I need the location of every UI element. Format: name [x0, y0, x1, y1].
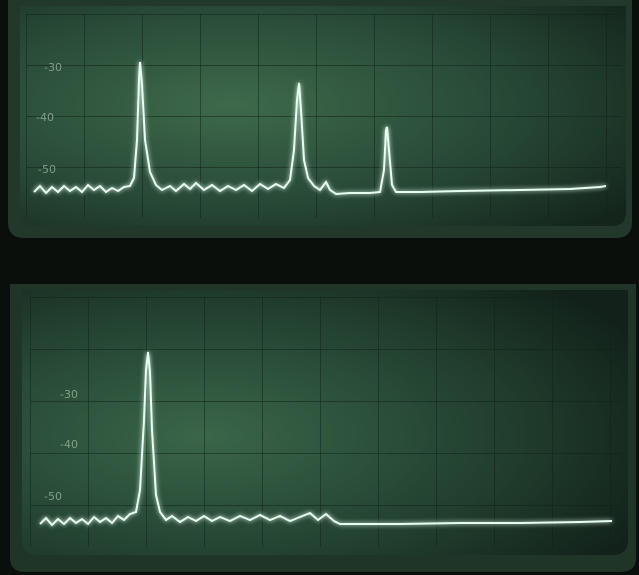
photo: -30 -40 -50 -30 -40 -50: [0, 0, 639, 575]
y-label: -30: [44, 61, 62, 74]
y-label: -30: [60, 388, 78, 401]
graticule: [30, 297, 622, 547]
page: -30 -40 -50 -30 -40 -50 (() => { const d…: [0, 0, 639, 575]
bottom-screen: -30 -40 -50: [10, 284, 636, 572]
graticule: [26, 14, 622, 218]
y-label: -40: [60, 438, 78, 451]
y-label: -40: [36, 111, 54, 124]
y-label: -50: [44, 490, 62, 503]
top-screen: -30 -40 -50: [8, 0, 632, 238]
y-label: -50: [38, 163, 56, 176]
